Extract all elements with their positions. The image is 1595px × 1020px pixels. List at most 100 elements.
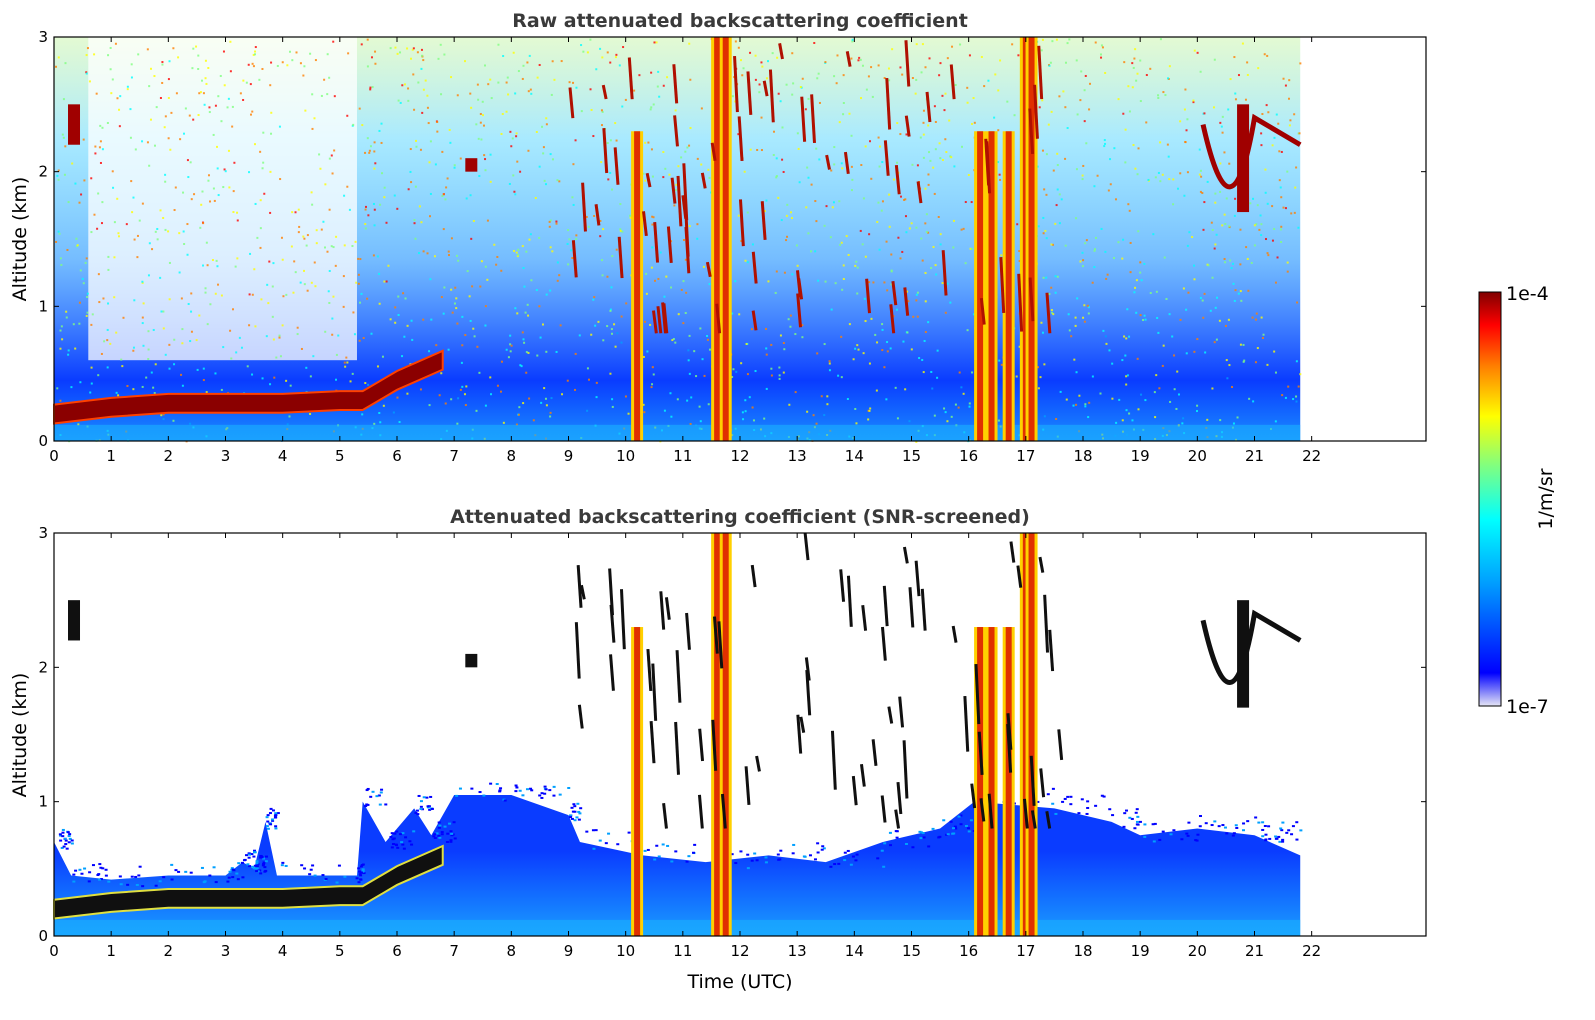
raw-y-axis-label: Altitude (km) — [9, 177, 31, 302]
cloud-streak — [914, 560, 921, 597]
x-tick-label: 12 — [730, 447, 749, 465]
precip-column-core — [1028, 37, 1035, 441]
screened-heatmap — [53, 533, 1303, 936]
x-axis-label: Time (UTC) — [686, 971, 792, 993]
x-tick-label: 10 — [616, 447, 635, 465]
cloud-streak — [1017, 273, 1024, 332]
cloud-streak — [963, 695, 970, 752]
cloud-streak — [800, 96, 807, 142]
cloud-streak — [951, 625, 958, 643]
x-tick-label: 19 — [1131, 942, 1150, 960]
y-tick-label: 0 — [38, 432, 48, 450]
cloud-streak — [979, 798, 986, 822]
x-tick-label: 22 — [1302, 942, 1321, 960]
x-tick-label: 21 — [1245, 447, 1264, 465]
cloud-streak — [715, 303, 722, 334]
cloud-streak — [839, 569, 846, 602]
x-tick-label: 9 — [564, 447, 574, 465]
cloud-streak — [810, 94, 816, 144]
colorbar-unit-label: 1/m/sr — [1535, 468, 1557, 529]
cloud-streak — [662, 803, 668, 829]
raw-precip-columns — [631, 37, 1038, 441]
x-tick-label: 2 — [164, 447, 174, 465]
cloud-streak — [861, 605, 868, 631]
screened-edge-speckles — [58, 782, 1303, 888]
cloud-streak — [711, 719, 718, 771]
x-tick-label: 0 — [49, 447, 59, 465]
cloud-streak — [1045, 292, 1052, 334]
raw-chart-title: Raw attenuated backscattering coefficien… — [512, 10, 968, 32]
cloud-streak — [987, 793, 994, 829]
cloud-streak — [1048, 629, 1055, 672]
y-tick-label: 1 — [38, 297, 48, 315]
cloud-streak — [619, 589, 626, 650]
x-tick-label: 5 — [335, 447, 345, 465]
x-tick-label: 3 — [221, 942, 231, 960]
cloud-streak — [755, 755, 761, 772]
x-tick-label: 5 — [335, 942, 345, 960]
cloud-streak — [1033, 84, 1039, 139]
x-tick-label: 6 — [392, 447, 402, 465]
raw-x-ticks: 0 1 2 3 4 5 6 7 8 9 10 11 12 13 14 15 16 17 18 19 20 21 22 — [49, 37, 1321, 465]
x-tick-label: 8 — [507, 447, 517, 465]
cloud-streak — [908, 587, 915, 628]
cloud-streak — [1037, 45, 1044, 100]
cloud-streak — [685, 612, 691, 650]
cloud-streak — [896, 782, 903, 815]
y-tick-label: 2 — [38, 163, 48, 181]
cloud-streak — [805, 669, 812, 716]
x-tick-label: 15 — [902, 447, 921, 465]
cloud-streak — [664, 597, 671, 620]
x-tick-label: 3 — [221, 447, 231, 465]
x-tick-label: 1 — [106, 447, 116, 465]
cloud-streak — [672, 64, 679, 104]
cloud-streak — [738, 199, 745, 247]
cloud-streak — [830, 730, 837, 790]
x-tick-label: 0 — [49, 942, 59, 960]
cloud-streak — [608, 568, 614, 616]
cloud-streak — [880, 795, 887, 823]
x-tick-label: 21 — [1245, 942, 1264, 960]
cloud-streak — [661, 302, 667, 334]
elevated-layer — [68, 104, 81, 145]
cloud-streak — [891, 281, 898, 306]
precip-column-core — [634, 131, 641, 441]
precip-column-core — [1005, 627, 1012, 936]
cloud-streak — [797, 278, 804, 300]
cloud-streak — [898, 696, 905, 728]
cloud-streak — [871, 739, 878, 766]
x-tick-label: 9 — [564, 942, 574, 960]
screened-precip-columns — [631, 533, 1038, 936]
cloud-streak — [970, 783, 977, 809]
cloud-streak — [594, 204, 601, 226]
cloud-streak — [568, 87, 575, 119]
cloud-streak — [1006, 713, 1013, 750]
cloud-streak — [717, 621, 724, 669]
raw-clear-region — [88, 37, 357, 361]
cloud-streak — [651, 310, 658, 334]
cirrus-arc — [1200, 113, 1302, 190]
elevated-layer — [1237, 600, 1250, 708]
screened-signal-field — [54, 794, 1301, 936]
raw-cloud-streaks — [568, 40, 1052, 334]
cloud-streak — [576, 565, 583, 608]
y-tick-label: 1 — [38, 793, 48, 811]
cloud-streak — [673, 115, 679, 147]
cloud-streak — [750, 564, 757, 588]
screened-y-axis-label: Altitude (km) — [9, 673, 31, 798]
cloud-streak — [645, 172, 652, 188]
x-tick-label: 16 — [959, 447, 978, 465]
cloud-streak — [880, 626, 887, 661]
cloud-streak — [804, 657, 811, 681]
cloud-streak — [851, 775, 858, 806]
elevated-layer — [465, 158, 478, 172]
cloud-streak — [746, 71, 753, 115]
x-tick-label: 20 — [1188, 942, 1207, 960]
cloud-streak — [1009, 541, 1016, 563]
x-tick-label: 8 — [507, 942, 517, 960]
cloud-streak — [843, 151, 850, 175]
cloud-streak — [617, 236, 624, 279]
cloud-streak — [796, 293, 803, 328]
screened-x-ticks: 0 1 2 3 4 5 6 7 8 9 10 11 12 13 14 15 16 17 18 19 20 21 22 — [49, 533, 1321, 960]
cloud-streak — [733, 56, 739, 113]
